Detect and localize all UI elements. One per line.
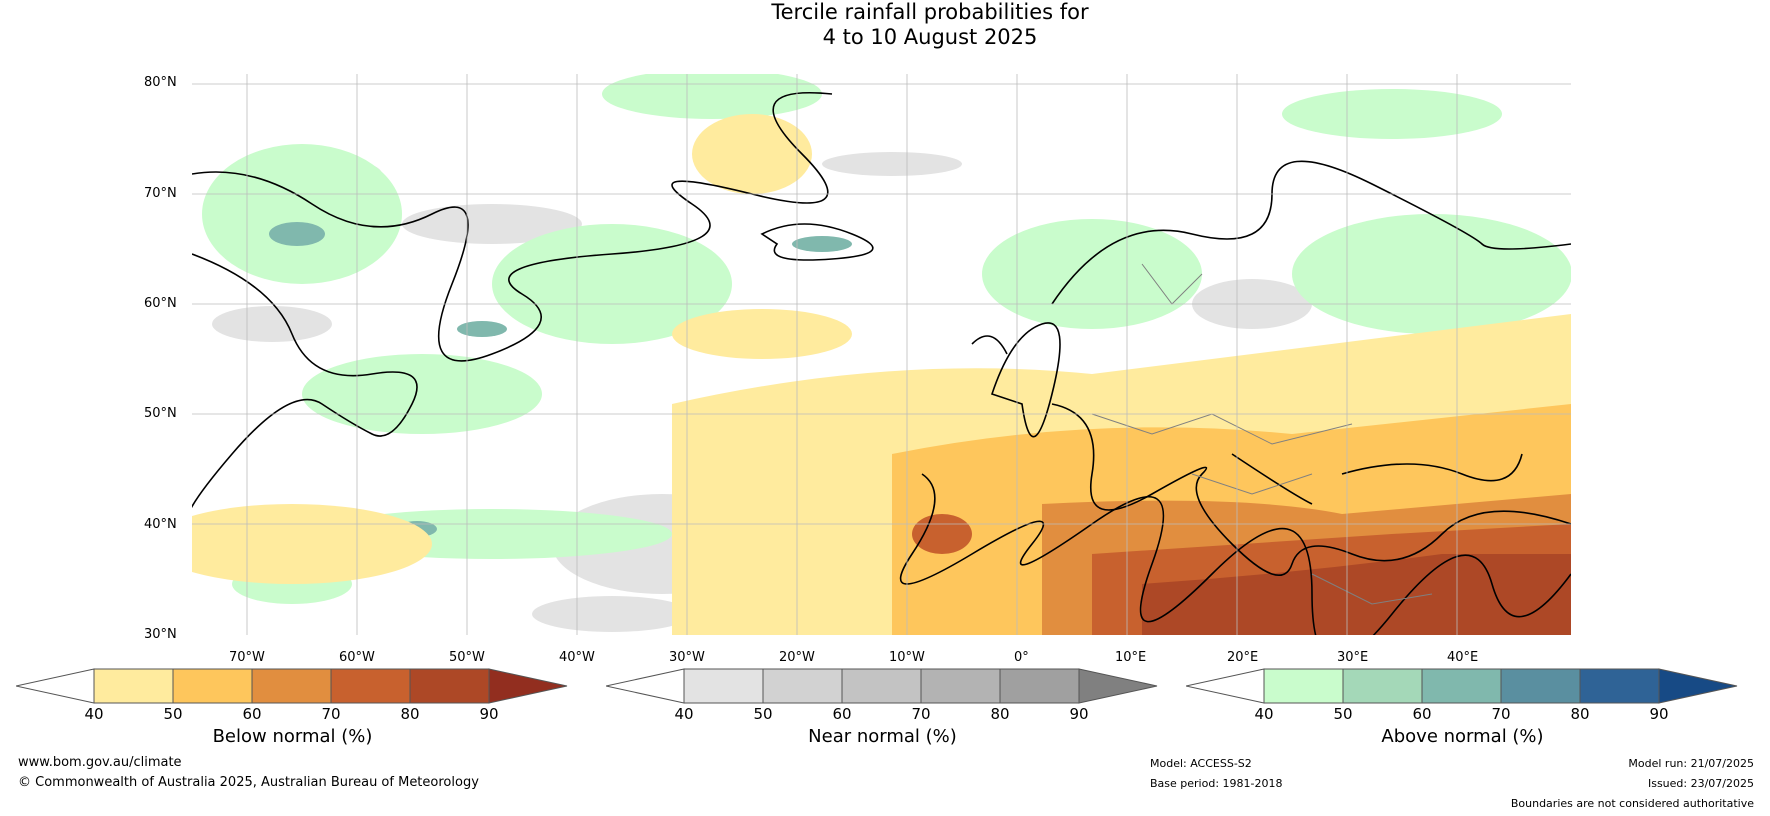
near-colorbar-tick-90: 90 — [1069, 705, 1089, 723]
colorbar-label-above: Above normal (%) — [1381, 726, 1544, 747]
near-colorbar-tick-80: 80 — [990, 705, 1010, 723]
above-colorbar-box-1 — [1342, 668, 1423, 704]
near-colorbar-tick-40: 40 — [674, 705, 694, 723]
below-colorbar-box-3 — [330, 668, 411, 704]
above-colorbar-max-arrow — [1658, 668, 1738, 704]
below-colorbar-tick-70: 70 — [321, 705, 341, 723]
rainfall-map — [192, 74, 1571, 635]
lat-label-40n: 40°N — [144, 517, 177, 532]
below-normal-areas — [192, 114, 1571, 635]
below-colorbar-tick-80: 80 — [400, 705, 420, 723]
lon-label-60w: 60°W — [339, 650, 375, 665]
lon-label-10e: 10°E — [1115, 650, 1147, 665]
below-colorbar-box-2 — [251, 668, 332, 704]
above-colorbar-min-arrow — [1186, 668, 1265, 704]
title-line-2: 4 to 10 August 2025 — [822, 25, 1038, 49]
lat-label-30n: 30°N — [144, 627, 177, 642]
below-colorbar-max-arrow — [488, 668, 568, 704]
lon-label-20w: 20°W — [779, 650, 815, 665]
above-colorbar-tick-50: 50 — [1333, 705, 1353, 723]
below-colorbar-box-4 — [409, 668, 490, 704]
near-colorbar-box-1 — [762, 668, 843, 704]
below-colorbar-tick-50: 50 — [163, 705, 183, 723]
lat-label-70n: 70°N — [144, 186, 177, 201]
above-colorbar-box-3 — [1500, 668, 1581, 704]
near-colorbar-min-arrow — [606, 668, 685, 704]
below-colorbar-box-0 — [93, 668, 174, 704]
below-colorbar-tick-40: 40 — [84, 705, 104, 723]
above-colorbar-box-2 — [1421, 668, 1502, 704]
lon-label-40e: 40°E — [1447, 650, 1479, 665]
below-colorbar-min-arrow — [16, 668, 95, 704]
lon-label-0: 0° — [1014, 650, 1029, 665]
near-colorbar-max-arrow — [1078, 668, 1158, 704]
near-colorbar-tick-60: 60 — [832, 705, 852, 723]
lon-label-10w: 10°W — [889, 650, 925, 665]
coastlines — [192, 92, 1571, 635]
above-colorbar-tick-70: 70 — [1491, 705, 1511, 723]
above-colorbar-box-4 — [1579, 668, 1660, 704]
above-colorbar-tick-80: 80 — [1570, 705, 1590, 723]
lon-label-70w: 70°W — [229, 650, 265, 665]
above-colorbar-tick-40: 40 — [1254, 705, 1274, 723]
title-line-1: Tercile rainfall probabilities for — [771, 0, 1089, 24]
below-colorbar-tick-60: 60 — [242, 705, 262, 723]
above-colorbar-tick-60: 60 — [1412, 705, 1432, 723]
below-colorbar-box-1 — [172, 668, 253, 704]
near-colorbar-box-0 — [683, 668, 764, 704]
graticule — [192, 74, 1571, 635]
chart-title: Tercile rainfall probabilities for 4 to … — [0, 0, 1770, 50]
colorbar-near-normal — [606, 668, 1158, 704]
near-colorbar-box-3 — [920, 668, 1001, 704]
lon-label-50w: 50°W — [449, 650, 485, 665]
near-colorbar-tick-70: 70 — [911, 705, 931, 723]
lon-label-20e: 20°E — [1227, 650, 1259, 665]
footer-model-run: Model run: 21/07/2025 — [1628, 757, 1754, 770]
lon-label-40w: 40°W — [559, 650, 595, 665]
colorbar-label-near: Near normal (%) — [808, 726, 957, 747]
lon-label-30w: 30°W — [669, 650, 705, 665]
below-colorbar-tick-90: 90 — [479, 705, 499, 723]
colorbar-below-normal — [16, 668, 568, 704]
footer-copyright: © Commonwealth of Australia 2025, Austra… — [18, 775, 479, 790]
near-colorbar-box-2 — [841, 668, 922, 704]
footer-disclaimer: Boundaries are not considered authoritat… — [1510, 797, 1754, 810]
near-colorbar-tick-50: 50 — [753, 705, 773, 723]
lon-label-30e: 30°E — [1337, 650, 1369, 665]
lat-label-60n: 60°N — [144, 296, 177, 311]
lat-label-50n: 50°N — [144, 406, 177, 421]
near-colorbar-box-4 — [999, 668, 1080, 704]
colorbar-above-normal — [1186, 668, 1738, 704]
footer-base-period: Base period: 1981-2018 — [1150, 777, 1283, 790]
footer-model: Model: ACCESS-S2 — [1150, 757, 1252, 770]
footer-issued: Issued: 23/07/2025 — [1647, 777, 1754, 790]
above-colorbar-box-0 — [1263, 668, 1344, 704]
colorbar-label-below: Below normal (%) — [212, 726, 373, 747]
lat-label-80n: 80°N — [144, 75, 177, 90]
above-colorbar-tick-90: 90 — [1649, 705, 1669, 723]
footer-url: www.bom.gov.au/climate — [18, 755, 182, 770]
